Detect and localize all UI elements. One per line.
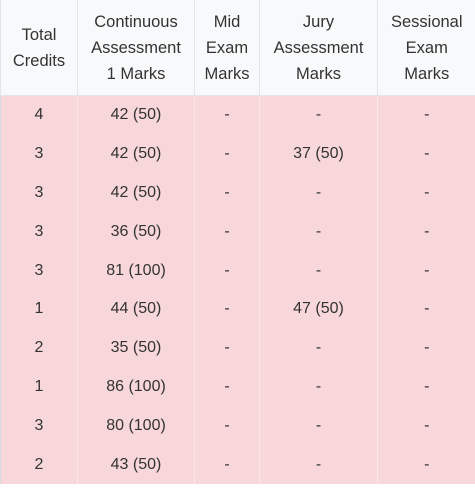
cell-continuous-assessment: 36 (50) (77, 212, 195, 252)
table-row: 1 44 (50) - 47 (50) - (0, 289, 475, 329)
cell-mid-exam: - (194, 212, 260, 252)
cell-mid-exam: - (194, 328, 260, 368)
cell-sessional-exam: - (377, 406, 475, 446)
header-mid-exam: Mid Exam Marks (194, 0, 260, 96)
header-text: Mid (213, 12, 241, 31)
cell-jury-assessment: - (259, 406, 378, 446)
cell-total-credits: 3 (0, 406, 78, 446)
cell-total-credits: 1 (0, 289, 78, 329)
cell-sessional-exam: - (377, 251, 475, 290)
cell-continuous-assessment: 44 (50) (77, 289, 195, 329)
cell-mid-exam: - (194, 289, 260, 329)
cell-jury-assessment: - (259, 328, 378, 368)
cell-continuous-assessment: 35 (50) (77, 328, 195, 368)
cell-jury-assessment: - (259, 251, 378, 290)
header-total-credits: Total Credits (0, 0, 78, 96)
header-text: Assessment (273, 38, 364, 57)
header-text: 1 Marks (106, 64, 166, 83)
cell-jury-assessment: - (259, 445, 378, 484)
table-row: 3 81 (100) - - - (0, 251, 475, 290)
header-sessional-exam: Sessional Exam Marks (377, 0, 475, 96)
table-row: 2 43 (50) - - - (0, 445, 475, 484)
table-body: 4 42 (50) - - - 3 42 (50) - 37 (50) - 3 … (0, 95, 475, 484)
cell-continuous-assessment: 42 (50) (77, 95, 195, 135)
cell-jury-assessment: 37 (50) (259, 134, 378, 174)
cell-continuous-assessment: 43 (50) (77, 445, 195, 484)
header-continuous-assessment: Continuous Assessment 1 Marks (77, 0, 195, 96)
cell-total-credits: 3 (0, 251, 78, 290)
cell-continuous-assessment: 86 (100) (77, 367, 195, 407)
cell-mid-exam: - (194, 445, 260, 484)
header-text: Exam (205, 38, 249, 57)
table-row: 3 42 (50) - - - (0, 173, 475, 213)
header-text: Exam (405, 38, 448, 57)
cell-continuous-assessment: 42 (50) (77, 134, 195, 174)
cell-jury-assessment: - (259, 173, 378, 213)
table-row: 2 35 (50) - - - (0, 328, 475, 368)
cell-sessional-exam: - (377, 289, 475, 329)
header-text: Marks (204, 64, 250, 83)
header-text: Jury (302, 12, 335, 31)
cell-mid-exam: - (194, 134, 260, 174)
cell-total-credits: 3 (0, 212, 78, 252)
cell-total-credits: 3 (0, 134, 78, 174)
cell-jury-assessment: 47 (50) (259, 289, 378, 329)
cell-sessional-exam: - (377, 134, 475, 174)
cell-total-credits: 1 (0, 367, 78, 407)
table-row: 3 42 (50) - 37 (50) - (0, 134, 475, 174)
header-text: Credits (12, 51, 66, 70)
cell-continuous-assessment: 42 (50) (77, 173, 195, 213)
cell-total-credits: 3 (0, 173, 78, 213)
cell-sessional-exam: - (377, 95, 475, 135)
header-text: Marks (296, 64, 341, 83)
header-text: Sessional (390, 12, 463, 31)
cell-mid-exam: - (194, 406, 260, 446)
table-row: 4 42 (50) - - - (0, 95, 475, 135)
header-text: Continuous (94, 12, 178, 31)
cell-mid-exam: - (194, 251, 260, 290)
cell-continuous-assessment: 81 (100) (77, 251, 195, 290)
header-text: Marks (404, 64, 450, 83)
header-jury-assessment: Jury Assessment Marks (259, 0, 378, 96)
cell-jury-assessment: - (259, 95, 378, 135)
cell-jury-assessment: - (259, 367, 378, 407)
cell-sessional-exam: - (377, 328, 475, 368)
cell-jury-assessment: - (259, 212, 378, 252)
cell-sessional-exam: - (377, 212, 475, 252)
table-row: 3 80 (100) - - - (0, 406, 475, 446)
cell-total-credits: 4 (0, 95, 78, 135)
table-row: 1 86 (100) - - - (0, 367, 475, 407)
cell-total-credits: 2 (0, 328, 78, 368)
cell-mid-exam: - (194, 95, 260, 135)
cell-sessional-exam: - (377, 173, 475, 213)
header-text: Assessment (91, 38, 181, 57)
header-text: Total (21, 25, 57, 44)
cell-sessional-exam: - (377, 367, 475, 407)
cell-sessional-exam: - (377, 445, 475, 484)
table-row: 3 36 (50) - - - (0, 212, 475, 252)
header-row: Total Credits Continuous Assessment 1 Ma… (0, 0, 475, 96)
table-header: Total Credits Continuous Assessment 1 Ma… (0, 0, 475, 96)
cell-total-credits: 2 (0, 445, 78, 484)
cell-continuous-assessment: 80 (100) (77, 406, 195, 446)
cell-mid-exam: - (194, 173, 260, 213)
cell-mid-exam: - (194, 367, 260, 407)
